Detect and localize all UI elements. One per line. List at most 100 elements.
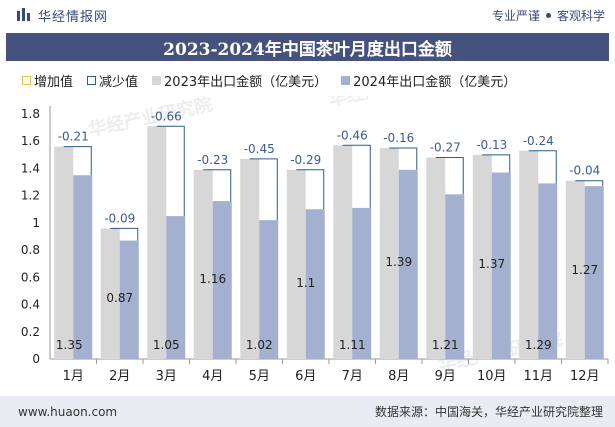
value-label-2024: 1.29: [525, 338, 552, 352]
bar-2024: [538, 183, 558, 359]
x-category-label: 10月: [477, 369, 507, 384]
bar-2023: [379, 148, 399, 359]
chart-legend: 增加值 减少值 2023年出口金额（亿美元） 2024年出口金额（亿美元）: [22, 70, 516, 90]
chart-title: 2023-2024年中国茶叶月度出口金额: [6, 33, 609, 61]
x-category-label: 8月: [388, 369, 409, 384]
y-tick-label: 0.6: [21, 270, 40, 284]
difference-label: -0.04: [569, 164, 600, 178]
y-tick-label: 1: [32, 216, 40, 230]
watermark-text: 华经产业研究院: [326, 96, 454, 111]
difference-bracket: [389, 147, 418, 170]
difference-label: -0.24: [523, 134, 554, 148]
value-label-2024: 1.16: [199, 272, 226, 286]
bar-2024: [584, 186, 604, 359]
bar-2024: [352, 207, 372, 359]
difference-label: -0.66: [151, 109, 182, 123]
y-tick-label: 1.4: [21, 161, 40, 175]
y-tick-label: 1.2: [21, 189, 40, 203]
bar-2024: [445, 194, 465, 359]
brand: 华经情报网: [16, 6, 108, 25]
difference-label: -0.29: [290, 153, 321, 167]
difference-bracket: [63, 146, 92, 176]
bar-2023: [147, 126, 167, 359]
value-label-2024: 1.1: [296, 276, 315, 290]
difference-bracket: [528, 150, 557, 184]
difference-label: -0.16: [383, 131, 414, 145]
difference-bracket: [482, 154, 511, 173]
x-category-label: 2月: [109, 369, 130, 384]
label-layer: -0.21 1.35 -0.09 0.87 -0.66 1.05 -0.23 1.16 -0.4…: [56, 109, 604, 352]
value-label-2024: 1.21: [432, 338, 459, 352]
bar-2024: [305, 209, 325, 359]
bar-2023: [54, 146, 74, 359]
bar-2024: [166, 216, 186, 359]
bar-2023: [565, 180, 585, 359]
bar-2023: [193, 169, 213, 359]
difference-bracket: [296, 169, 325, 210]
y-tick-label: 0.2: [21, 325, 40, 339]
bar-2024: [119, 240, 139, 359]
legend-swatch-2024: [341, 75, 351, 85]
legend-swatch-increase: [22, 75, 31, 85]
y-tick-label: 1.6: [21, 134, 40, 148]
y-tick-label: 1.8: [21, 107, 40, 121]
tag-professional: 专业严谨: [491, 8, 540, 23]
bar-2024: [491, 172, 511, 359]
x-category-label: 11月: [523, 369, 553, 384]
top-bar: 华经情报网 专业严谨 客观科学: [0, 0, 615, 30]
legend-swatch-decrease: [87, 75, 97, 85]
difference-bracket: [575, 180, 604, 187]
legend-label-decrease: 减少值: [99, 74, 139, 90]
x-category-label: 9月: [435, 369, 456, 384]
legend-label-increase: 增加值: [34, 74, 74, 90]
tag-objective: 客观科学: [556, 8, 605, 23]
value-label-2024: 1.05: [153, 338, 180, 352]
footer-source: 数据来源：中国海关，华经产业研究院整理: [374, 405, 603, 419]
bar-chart: 华经产业研究院华经产业研究院华经产业研究院 00.20.40.60.811.21…: [21, 96, 609, 384]
difference-bracket: [203, 169, 232, 202]
value-label-2024: 1.35: [56, 338, 83, 352]
brand-logo-icon: [17, 8, 30, 21]
x-category-label: 1月: [63, 369, 84, 384]
slogan-tags: 专业严谨 客观科学: [492, 7, 605, 24]
tag-separator-dot: [545, 12, 551, 18]
bar-2023: [240, 158, 260, 359]
difference-label: -0.27: [430, 141, 461, 155]
legend-label-2023: 2023年出口金额（亿美元）: [164, 74, 328, 90]
bar-2023: [100, 228, 120, 359]
x-category-label: 12月: [570, 369, 600, 384]
bar-2023: [472, 154, 492, 359]
difference-label: -0.09: [104, 211, 135, 225]
bar-2023: [426, 157, 446, 359]
x-category-label: 3月: [156, 369, 177, 384]
difference-bracket: [249, 158, 278, 221]
value-label-2024: 1.37: [478, 257, 505, 271]
difference-label: -0.45: [244, 142, 275, 156]
y-tick-label: 0: [32, 352, 40, 366]
brand-name: 华经情报网: [38, 9, 109, 25]
legend-swatch-2023: [152, 75, 162, 85]
bar-2023: [333, 145, 353, 359]
value-label-2024: 1.27: [571, 263, 598, 277]
y-tick-label: 0.4: [21, 298, 40, 312]
value-label-2024: 1.02: [246, 338, 273, 352]
footer-website: www.huaon.com: [18, 404, 118, 419]
legend-item-increase: 增加值: [22, 71, 73, 90]
legend-item-2023: 2023年出口金额（亿美元）: [152, 71, 327, 90]
bar-2023: [519, 150, 539, 359]
bar-2024: [73, 175, 93, 359]
value-label-2024: 0.87: [106, 291, 133, 305]
value-label-2024: 1.11: [339, 338, 366, 352]
value-label-2024: 1.39: [385, 255, 412, 269]
difference-bracket: [342, 144, 371, 208]
legend-item-decrease: 减少值: [87, 71, 138, 90]
legend-label-2024: 2024年出口金额（亿美元）: [353, 74, 517, 90]
bar-2024: [212, 201, 232, 359]
x-category-label: 6月: [295, 369, 316, 384]
bar-layer: [54, 126, 604, 359]
difference-bracket: [156, 125, 185, 217]
difference-label: -0.21: [58, 130, 89, 144]
difference-label: -0.46: [337, 128, 368, 142]
x-category-label: 4月: [202, 369, 223, 384]
axis-layer: 0 0.2 0.4 0.6 0.8 1 1.2 1.4 1.6 1.8 1月 2月 3月 4月 5月 6月 7月…: [21, 106, 609, 384]
